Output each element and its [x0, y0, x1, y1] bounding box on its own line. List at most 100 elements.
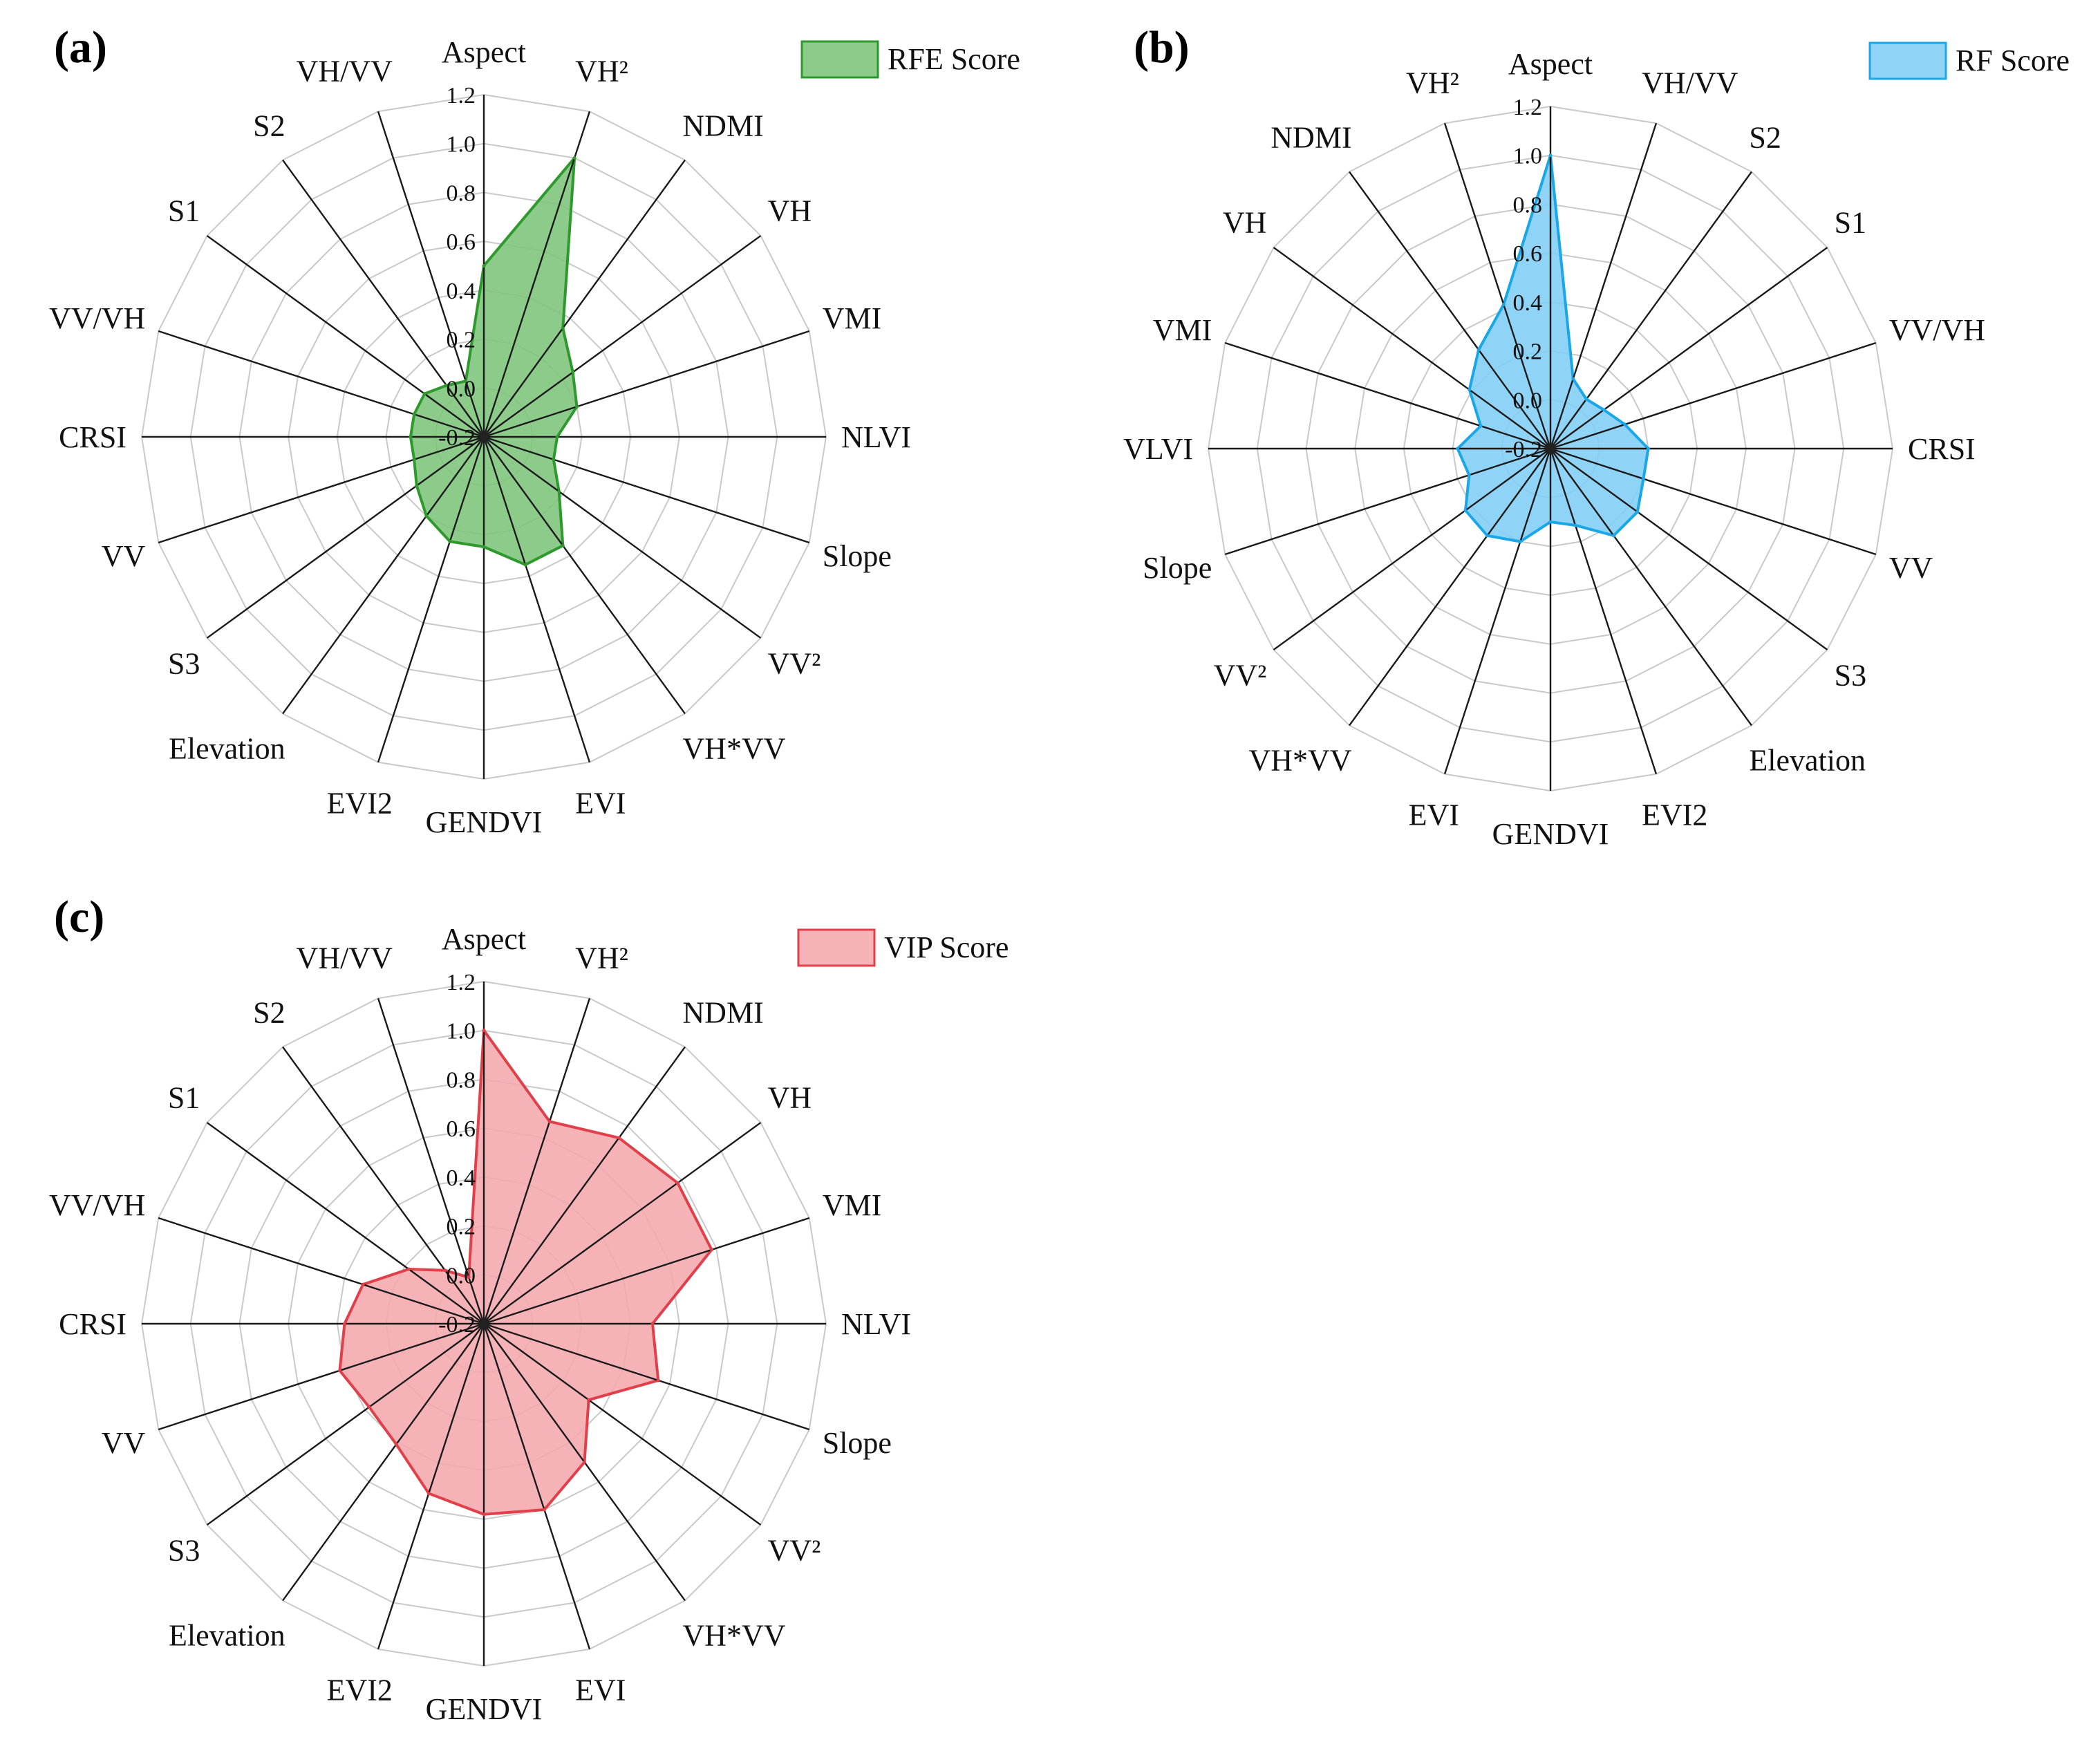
- axis-spoke: [1224, 447, 1551, 556]
- axis-label: Slope: [1143, 551, 1212, 585]
- center-dot: [1546, 444, 1555, 453]
- data-point: [1584, 397, 1588, 401]
- axis-spoke: [282, 1323, 485, 1602]
- tick-label: 0.2: [447, 1215, 476, 1240]
- tick-label: 0.4: [1513, 290, 1543, 316]
- axis-spoke: [1349, 171, 1551, 449]
- axis-spoke: [482, 1323, 591, 1650]
- axis-label: Slope: [823, 539, 892, 573]
- axis-spoke: [282, 1046, 485, 1324]
- tick-label: 0.4: [447, 1165, 476, 1191]
- tick-label: 0.0: [447, 376, 476, 402]
- data-point: [464, 379, 468, 383]
- data-point: [656, 1378, 660, 1382]
- data-point: [424, 514, 429, 518]
- axis-label: VH*VV: [682, 1619, 785, 1653]
- axis-label: Aspect: [442, 922, 526, 956]
- axis-spoke: [1273, 448, 1551, 650]
- axis-label: VV/VH: [1889, 313, 1985, 347]
- data-point: [412, 412, 416, 416]
- data-point: [482, 545, 486, 549]
- axis-label: VH: [768, 194, 812, 228]
- axis-label: VH*VV: [1248, 744, 1351, 778]
- legend: RF Score: [1868, 41, 2070, 80]
- panel-label: (b): [1134, 22, 1190, 73]
- axis-spoke: [483, 235, 762, 438]
- axis-spoke: [377, 436, 485, 763]
- data-point: [561, 543, 565, 547]
- tick-label: -0.2: [438, 1312, 476, 1338]
- axis-label: VV²: [768, 646, 821, 680]
- tick-label: -0.2: [438, 425, 476, 451]
- axis-spoke: [1550, 341, 1877, 450]
- axis-label: VH: [768, 1081, 812, 1115]
- axis-label: EVI: [575, 1674, 626, 1707]
- data-point: [482, 1029, 486, 1033]
- data-point: [409, 435, 413, 439]
- axis-label: VLVI: [1123, 432, 1193, 466]
- data-point: [582, 1460, 586, 1464]
- data-point: [1623, 422, 1627, 426]
- data-point: [575, 404, 579, 409]
- axis-spoke: [158, 1322, 485, 1431]
- data-point: [342, 1322, 346, 1326]
- axis-spoke: [377, 1323, 485, 1650]
- axis-label: CRSI: [59, 420, 126, 454]
- data-point: [394, 1442, 398, 1446]
- data-point: [587, 1398, 591, 1402]
- radar-panel-1: -0.2 0.0 0.2 0.4 0.6 0.8 1.0 1.2 Aspect VH² NDMI VH…: [49, 22, 1020, 839]
- data-point: [1485, 534, 1490, 538]
- axis-label: S2: [1749, 120, 1781, 154]
- axis-label: S3: [168, 1533, 200, 1567]
- data-point: [1646, 447, 1650, 451]
- axis-spoke: [206, 1323, 485, 1526]
- tick-label: 0.0: [447, 1263, 476, 1288]
- data-point: [571, 370, 575, 374]
- data-point: [1611, 534, 1615, 538]
- data-point: [367, 1405, 371, 1409]
- axis-label: Elevation: [1749, 744, 1866, 778]
- axis-spoke: [1550, 448, 1752, 726]
- tick-label: 0.8: [1513, 192, 1543, 218]
- tick-label: 0.8: [447, 180, 476, 206]
- data-point: [1463, 508, 1468, 512]
- data-point: [1518, 540, 1522, 544]
- axis-label: VH*VV: [682, 732, 785, 766]
- axis-spoke: [158, 1217, 485, 1325]
- tick-label: 0.6: [447, 229, 476, 255]
- axis-label: NDMI: [682, 109, 763, 142]
- axis-spoke: [1550, 247, 1828, 449]
- data-point: [1571, 377, 1575, 381]
- axis-spoke: [483, 435, 810, 544]
- axis-label: NDMI: [1271, 120, 1351, 154]
- axis-spoke: [1273, 247, 1551, 449]
- axis-label: VV²: [1214, 658, 1267, 692]
- data-point: [338, 1369, 342, 1373]
- data-point: [675, 1181, 679, 1185]
- tick-label: 1.2: [447, 83, 476, 109]
- axis-label: EVI: [1409, 798, 1459, 832]
- axis-label: S1: [168, 1081, 200, 1115]
- axis-label: Aspect: [442, 35, 526, 69]
- axis-label: S2: [253, 109, 285, 142]
- axis-label: EVI2: [327, 787, 393, 821]
- axis-spoke: [483, 1217, 810, 1325]
- axis-label: Slope: [823, 1426, 892, 1460]
- data-point: [547, 1119, 552, 1123]
- axis-label: VH/VV: [1642, 66, 1738, 100]
- data-point: [422, 392, 426, 396]
- data-series-polygon: [338, 1029, 713, 1516]
- data-point: [1548, 153, 1553, 158]
- data-point: [1501, 303, 1506, 307]
- data-point: [1467, 473, 1471, 477]
- center-dot: [479, 1319, 489, 1329]
- data-point: [1642, 477, 1646, 481]
- legend-label: RFE Score: [888, 42, 1020, 76]
- tick-label: 0.2: [1513, 339, 1543, 365]
- tick-label: 1.0: [1513, 144, 1543, 169]
- data-point: [1479, 424, 1483, 428]
- data-point: [1602, 408, 1606, 412]
- axis-label: VH²: [575, 54, 628, 88]
- data-point: [406, 1267, 411, 1271]
